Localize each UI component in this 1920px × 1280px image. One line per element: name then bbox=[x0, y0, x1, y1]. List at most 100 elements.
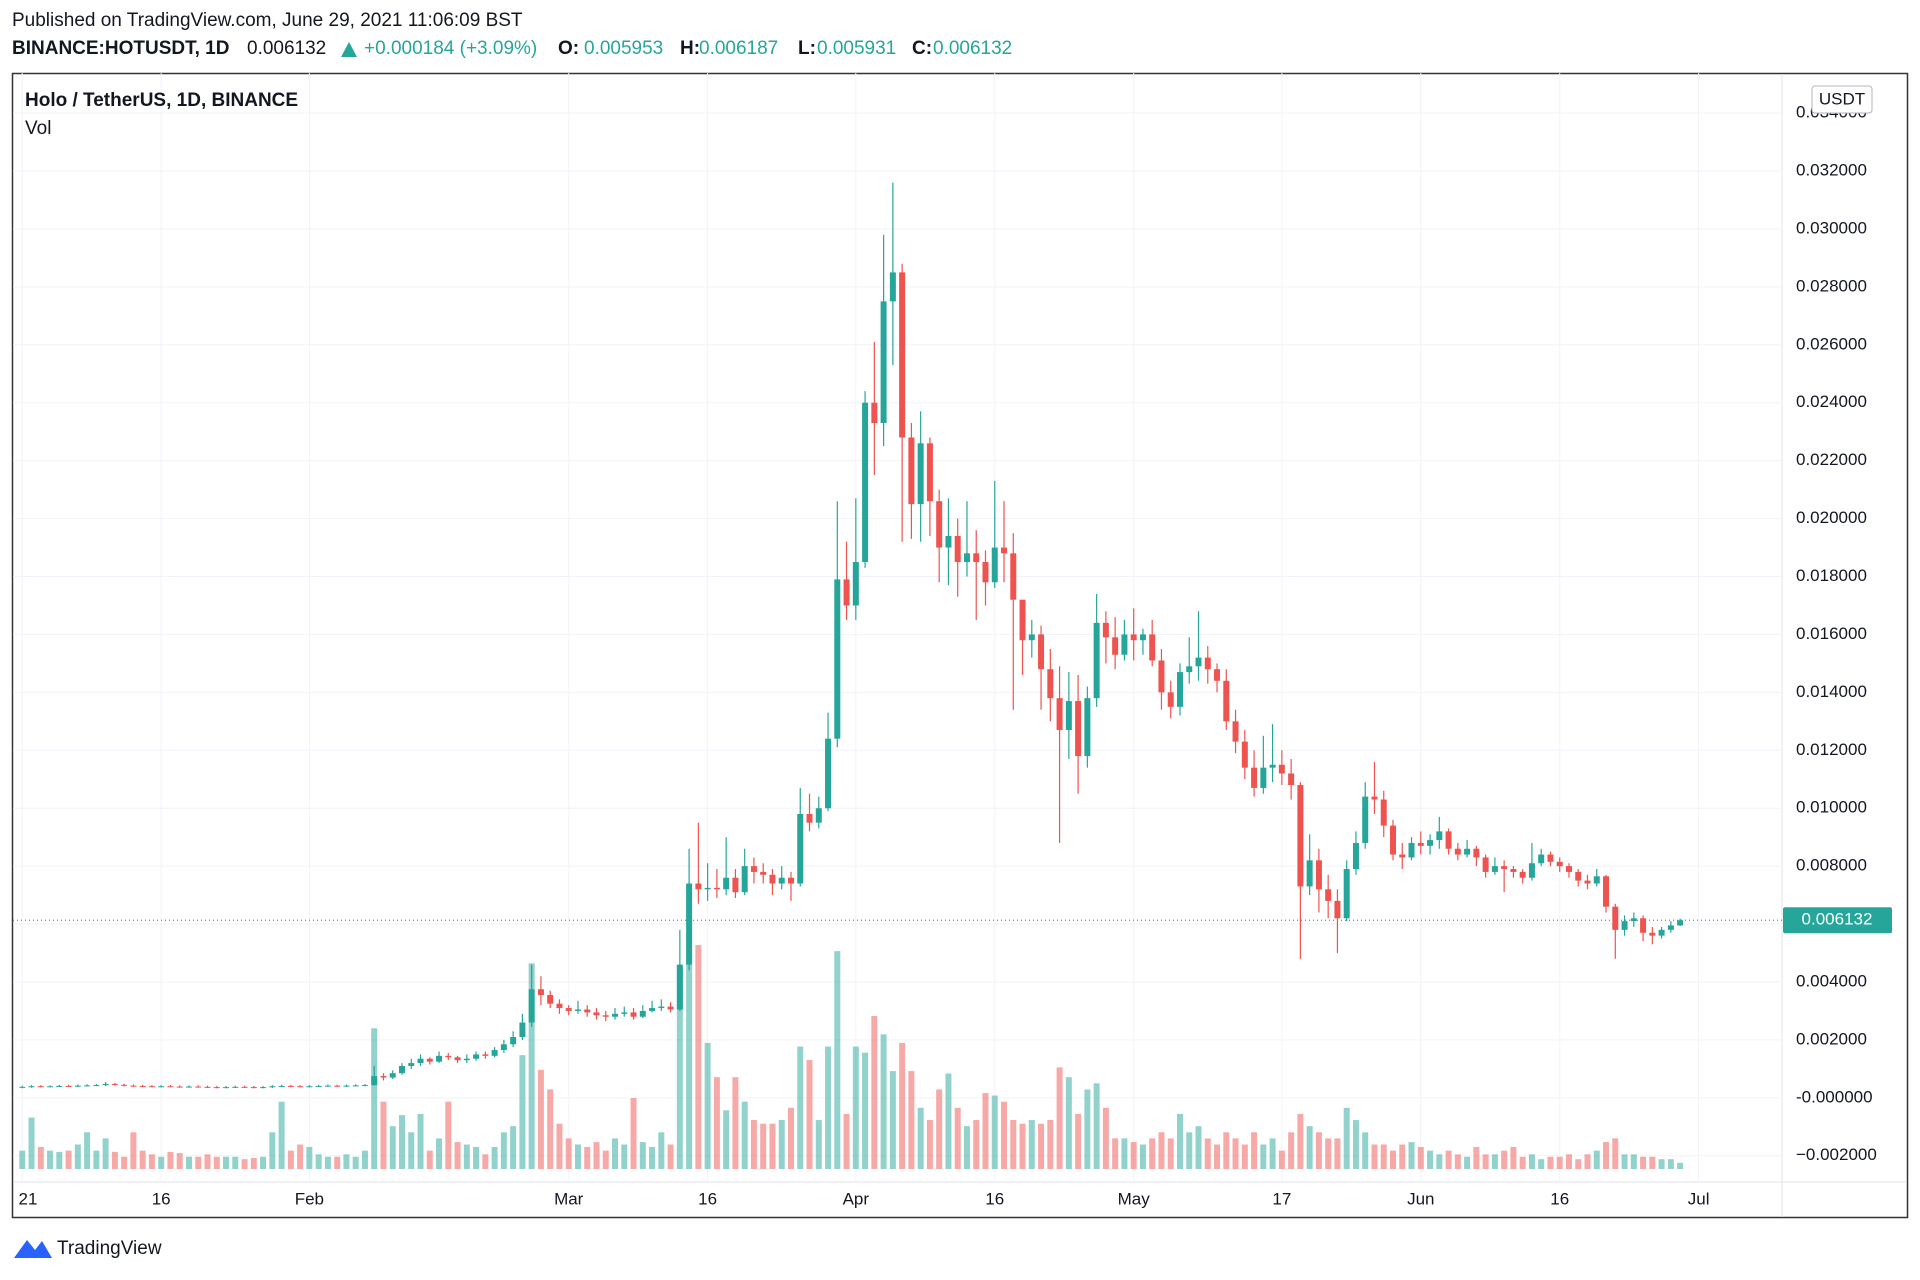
volume-bar bbox=[1593, 1150, 1600, 1169]
candle-body bbox=[602, 1015, 609, 1017]
candle-body bbox=[250, 1087, 257, 1089]
candle-body bbox=[130, 1085, 137, 1087]
volume-bar bbox=[658, 1132, 665, 1169]
candle-series bbox=[19, 182, 1684, 1089]
volume-bar bbox=[1371, 1144, 1378, 1169]
volume-bar bbox=[1102, 1107, 1109, 1169]
open-label: O: bbox=[558, 38, 579, 59]
volume-bar bbox=[1538, 1159, 1545, 1169]
volume-bar bbox=[1575, 1159, 1582, 1169]
candle-body bbox=[185, 1086, 192, 1088]
currency-box[interactable] bbox=[1811, 85, 1873, 114]
volume-bar bbox=[1621, 1154, 1628, 1169]
volume-bar bbox=[223, 1156, 230, 1169]
volume-bar bbox=[1232, 1138, 1239, 1169]
candle-body bbox=[982, 562, 989, 583]
candle-body bbox=[1427, 840, 1434, 846]
volume-bar bbox=[1427, 1150, 1434, 1169]
candle-body bbox=[19, 1086, 26, 1088]
volume-bar bbox=[1251, 1132, 1258, 1169]
candle-body bbox=[102, 1083, 109, 1086]
volume-bar bbox=[1056, 1067, 1063, 1169]
volume-bar bbox=[1010, 1120, 1017, 1169]
candle-body bbox=[797, 814, 804, 884]
candle-body bbox=[1510, 869, 1517, 872]
y-tick-label: 0.010000 bbox=[1796, 798, 1867, 817]
candle-body bbox=[1371, 796, 1378, 800]
published-line: Published on TradingView.com, June 29, 2… bbox=[12, 10, 523, 31]
volume-bar bbox=[37, 1146, 44, 1169]
candle-body bbox=[778, 877, 785, 884]
last-price: 0.006132 bbox=[247, 38, 326, 59]
candle-body bbox=[667, 1006, 674, 1010]
volume-bar bbox=[380, 1101, 387, 1169]
x-tick-label: 16 bbox=[1550, 1189, 1569, 1208]
candle-body bbox=[417, 1058, 424, 1064]
candle-body bbox=[260, 1087, 267, 1089]
volume-bar bbox=[361, 1150, 368, 1169]
candle-body bbox=[1139, 634, 1146, 641]
volume-bar bbox=[1612, 1138, 1619, 1169]
x-tick-label: Jun bbox=[1407, 1189, 1434, 1208]
candle-body bbox=[1001, 547, 1008, 554]
volume-bar bbox=[241, 1159, 248, 1169]
volume-bar bbox=[148, 1154, 155, 1169]
volume-bar bbox=[1306, 1126, 1313, 1169]
candle-body bbox=[760, 871, 767, 875]
candle-body bbox=[787, 877, 794, 884]
candle-body bbox=[139, 1085, 146, 1087]
candle-body bbox=[899, 272, 906, 438]
candle-body bbox=[1417, 842, 1424, 846]
volume-bar bbox=[1130, 1142, 1137, 1169]
volume-bar bbox=[1491, 1154, 1498, 1169]
candle-body bbox=[695, 883, 702, 890]
candle-body bbox=[1176, 672, 1183, 707]
candle-body bbox=[1241, 741, 1248, 768]
candle-body bbox=[1158, 660, 1165, 693]
volume-bar bbox=[667, 1144, 674, 1169]
candle-body bbox=[93, 1085, 100, 1087]
candle-body bbox=[908, 437, 915, 505]
candle-body bbox=[1538, 854, 1545, 864]
volume-bar bbox=[454, 1142, 461, 1169]
volume-bar bbox=[1473, 1146, 1480, 1169]
candle-body bbox=[547, 995, 554, 1004]
volume-bar bbox=[723, 1110, 730, 1169]
candle-body bbox=[825, 738, 832, 809]
volume-bar bbox=[426, 1150, 433, 1169]
brand-logo bbox=[14, 1240, 52, 1258]
candle-body bbox=[1121, 634, 1128, 655]
currency[interactable]: USDT bbox=[1819, 89, 1865, 108]
candle-body bbox=[37, 1086, 44, 1088]
volume-bar bbox=[500, 1132, 507, 1169]
candle-body bbox=[1167, 692, 1174, 707]
candle-body bbox=[741, 866, 748, 893]
candle-body bbox=[1482, 857, 1489, 872]
candle-body bbox=[1547, 854, 1554, 862]
candle-body bbox=[241, 1086, 248, 1088]
volume-label: Vol bbox=[25, 118, 51, 139]
volume-bar bbox=[111, 1151, 118, 1169]
candle-body bbox=[537, 989, 544, 996]
candle-body bbox=[1565, 866, 1572, 872]
volume-bar bbox=[862, 1052, 869, 1169]
candle-body bbox=[1028, 634, 1035, 641]
candle-body bbox=[973, 553, 980, 563]
candle-body bbox=[945, 535, 952, 548]
volume-bar bbox=[1186, 1132, 1193, 1169]
volume-bar bbox=[649, 1146, 656, 1169]
volume-bar bbox=[176, 1153, 183, 1169]
volume-bar bbox=[1001, 1101, 1008, 1169]
volume-bar bbox=[584, 1146, 591, 1169]
volume-bar bbox=[1047, 1120, 1054, 1169]
volume-bar bbox=[306, 1146, 313, 1169]
volume-bar bbox=[639, 1142, 646, 1169]
volume-bar bbox=[1288, 1132, 1295, 1169]
volume-bar bbox=[195, 1156, 202, 1169]
candle-body bbox=[1223, 680, 1230, 722]
candle-body bbox=[1575, 871, 1582, 881]
volume-bar bbox=[324, 1156, 331, 1169]
candle-body bbox=[1454, 848, 1461, 855]
candle-body bbox=[47, 1086, 54, 1088]
